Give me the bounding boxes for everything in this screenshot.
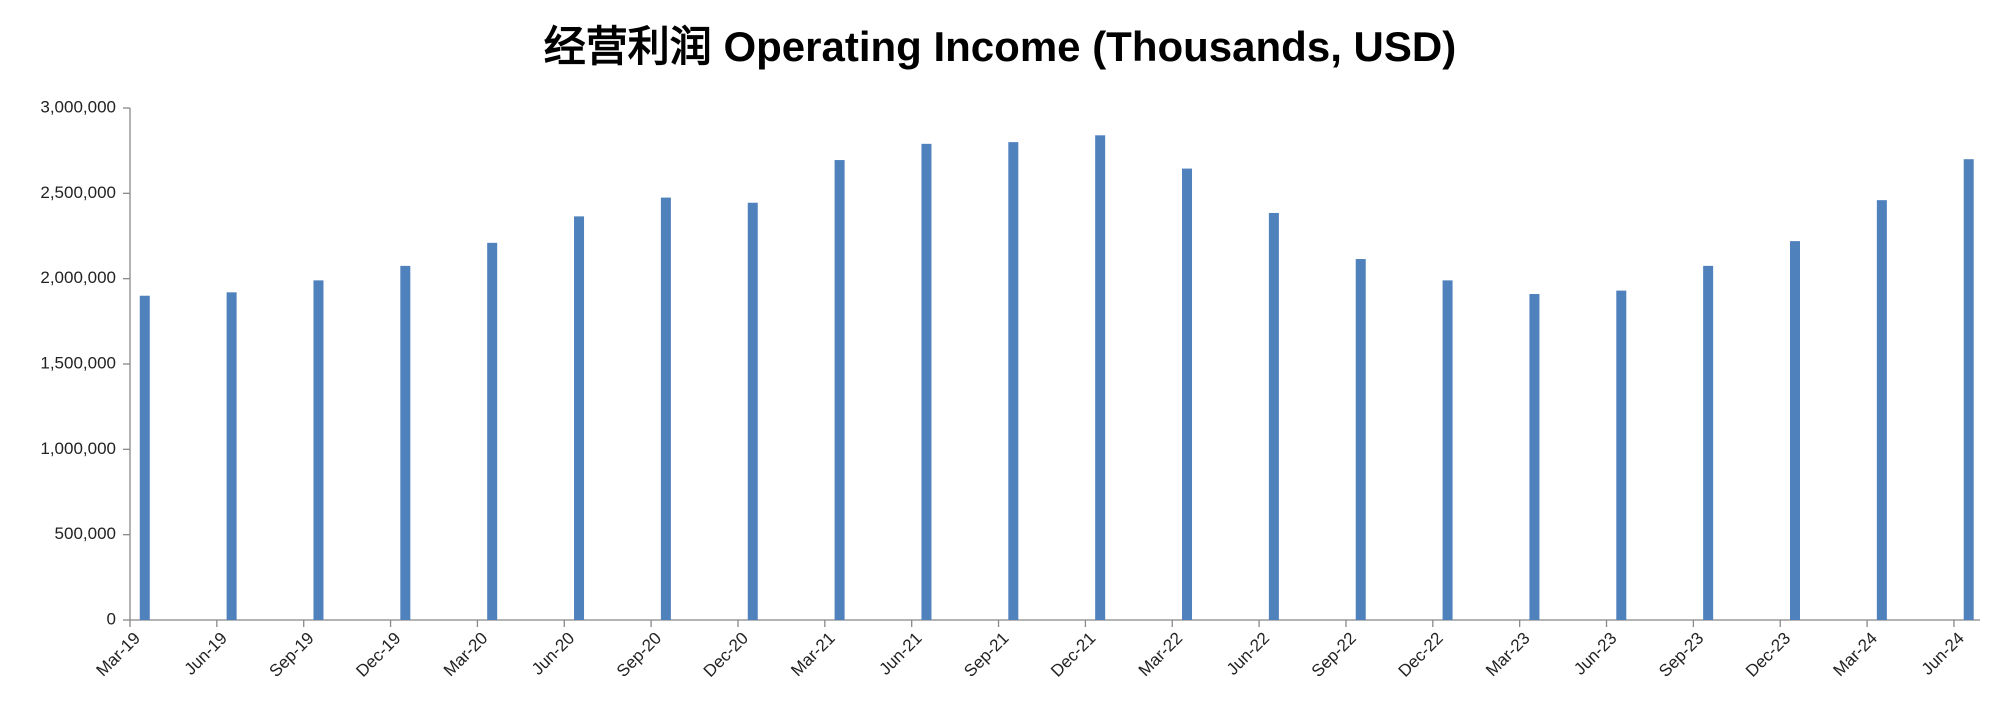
x-tick-label: Mar-21 [787, 629, 839, 681]
bar [1008, 142, 1019, 620]
chart-title: 经营利润 Operating Income (Thousands, USD) [544, 23, 1456, 70]
bar [834, 160, 845, 620]
y-tick-label: 1,000,000 [40, 439, 116, 458]
bar [1963, 159, 1974, 620]
x-tick-label: Jun-20 [528, 629, 578, 679]
y-tick-label: 3,000,000 [40, 97, 116, 116]
bar [1182, 168, 1193, 620]
bar [139, 295, 150, 620]
x-tick-label: Mar-20 [440, 629, 492, 681]
bar [487, 242, 498, 620]
x-tick-label: Sep-19 [266, 629, 318, 681]
x-tick-label: Mar-24 [1830, 629, 1882, 681]
bar [1703, 265, 1714, 620]
x-tick-label: Sep-23 [1655, 629, 1707, 681]
x-tick-label: Jun-21 [875, 629, 925, 679]
x-tick-label: Dec-22 [1395, 629, 1447, 681]
y-tick-label: 2,000,000 [40, 268, 116, 287]
x-tick-label: Mar-19 [92, 629, 144, 681]
bar [574, 216, 585, 620]
bar [1616, 290, 1627, 620]
bar [226, 292, 237, 620]
bar [1268, 212, 1279, 620]
bar [747, 202, 758, 620]
y-tick-label: 0 [107, 609, 116, 628]
x-tick-label: Jun-19 [181, 629, 231, 679]
x-tick-label: Sep-22 [1308, 629, 1360, 681]
x-tick-label: Jun-23 [1570, 629, 1620, 679]
x-tick-label: Sep-21 [960, 629, 1012, 681]
bar [660, 197, 671, 620]
x-tick-label: Dec-23 [1742, 629, 1794, 681]
y-tick-label: 1,500,000 [40, 353, 116, 372]
bar [1876, 200, 1887, 620]
x-tick-label: Mar-22 [1135, 629, 1187, 681]
bar [1529, 294, 1540, 620]
x-tick-label: Jun-22 [1223, 629, 1273, 679]
x-tick-label: Mar-23 [1482, 629, 1534, 681]
bar [1095, 135, 1106, 620]
x-tick-label: Dec-20 [700, 629, 752, 681]
y-tick-label: 500,000 [55, 524, 116, 543]
x-tick-label: Sep-20 [613, 629, 665, 681]
x-tick-label: Jun-24 [1918, 629, 1968, 679]
bar [1442, 280, 1453, 620]
x-tick-label: Dec-19 [352, 629, 404, 681]
bar [400, 265, 411, 620]
bar [313, 280, 324, 620]
x-tick-label: Dec-21 [1047, 629, 1099, 681]
y-tick-label: 2,500,000 [40, 183, 116, 202]
bar [921, 143, 932, 620]
bar [1355, 259, 1366, 620]
bar [1790, 241, 1800, 620]
